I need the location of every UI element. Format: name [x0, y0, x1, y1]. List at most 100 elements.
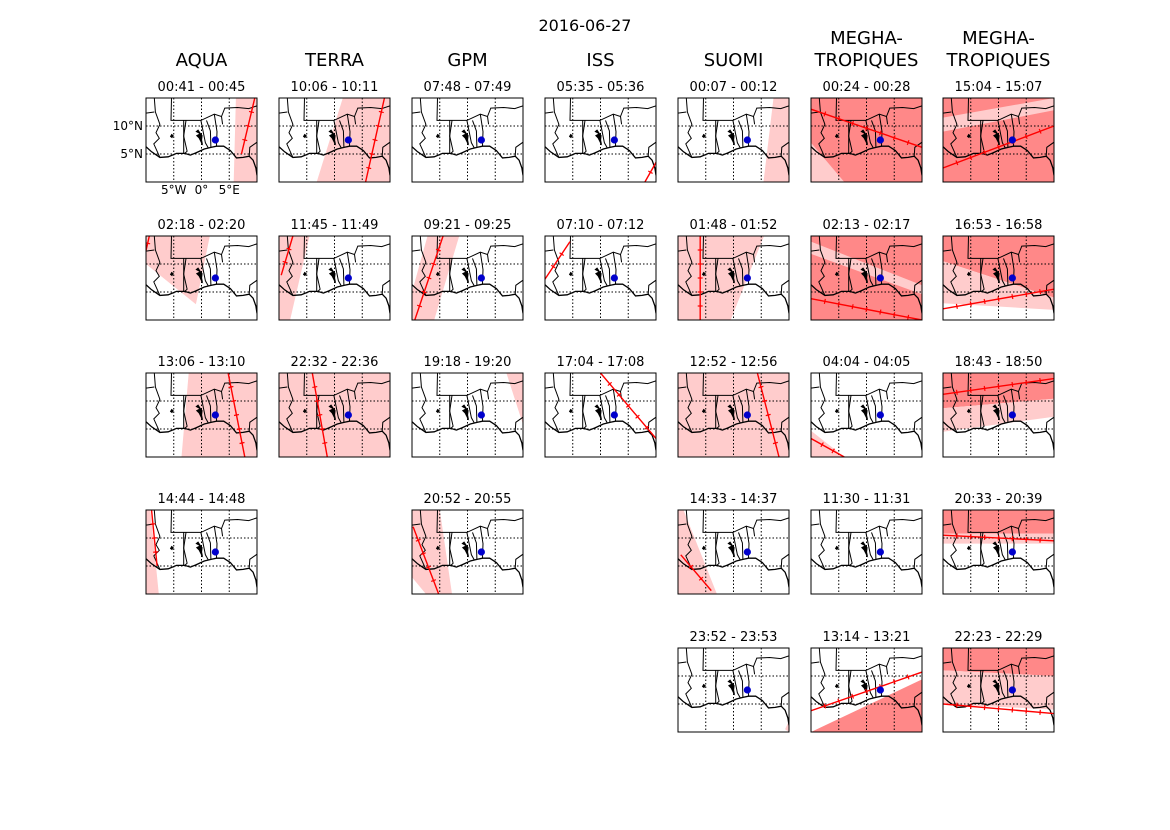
country-border [1018, 517, 1054, 529]
country-border [943, 661, 952, 664]
map-frame [145, 97, 258, 183]
lake-kossou [169, 133, 174, 139]
lake-volta [328, 404, 337, 421]
target-location-dot [876, 548, 884, 556]
lat-tick-label: 5°N [120, 147, 143, 161]
country-border [599, 395, 608, 424]
pass-time-label: 15:04 - 15:07 [955, 80, 1043, 95]
pass-time-label: 13:14 - 13:21 [823, 630, 911, 645]
country-border [339, 120, 345, 148]
track-tick [879, 309, 882, 315]
map-frame [411, 372, 524, 458]
lake-kossou [435, 271, 440, 277]
country-border [419, 510, 427, 570]
country-border [472, 395, 478, 423]
pass-time-label: 16:53 - 16:58 [955, 218, 1043, 233]
lake-kossou [834, 545, 839, 551]
country-border [685, 373, 693, 433]
lon-tick-label: 5°W [161, 183, 187, 197]
map-panel: 00:07 - 00:12 [677, 80, 790, 183]
country-border [678, 523, 687, 526]
map-frame [677, 509, 790, 595]
country-border [153, 373, 161, 433]
track-tick [616, 392, 622, 397]
map-frame [810, 647, 923, 733]
country-border [732, 395, 741, 424]
track-tick [236, 427, 242, 431]
lake-volta [461, 404, 470, 421]
lake-volta [594, 404, 603, 421]
country-border [678, 249, 687, 252]
country-border [333, 395, 342, 424]
map-panel: 07:48 - 07:49 [411, 80, 524, 183]
country-border [221, 105, 257, 117]
target-location-dot [344, 411, 352, 419]
country-border [599, 120, 608, 149]
country-border [980, 532, 985, 566]
lake-volta [992, 267, 1001, 284]
country-border [950, 236, 958, 296]
map-panel: 07:10 - 07:12 [544, 218, 657, 321]
country-border [780, 279, 789, 295]
target-location-dot [477, 136, 485, 144]
country-border [865, 395, 874, 424]
map-frame [942, 97, 1055, 183]
country-border [339, 258, 345, 286]
map-frame [677, 647, 790, 733]
country-border [943, 523, 952, 526]
column-header: AQUA [176, 50, 228, 71]
country-border [871, 670, 877, 698]
track-tick [378, 110, 384, 114]
country-border [200, 532, 209, 561]
country-border [449, 120, 454, 154]
country-border [818, 373, 826, 433]
country-border [1018, 243, 1054, 255]
lake-kossou [701, 408, 706, 414]
track-tick [559, 252, 565, 256]
lake-kossou [701, 683, 706, 689]
country-border [552, 373, 560, 433]
country-border [206, 258, 212, 286]
map-panel: 05:35 - 05:36 [544, 80, 657, 183]
track-tick [907, 314, 910, 320]
country-border [913, 553, 922, 569]
country-border [811, 661, 820, 664]
track-tick [823, 111, 827, 117]
target-location-dot [1008, 136, 1016, 144]
country-border [865, 670, 874, 699]
ground-track [811, 437, 845, 457]
country-border [753, 517, 789, 529]
country-border [286, 98, 294, 158]
pass-time-label: 22:32 - 22:36 [291, 355, 379, 370]
map-frame [810, 97, 923, 183]
country-border [449, 258, 454, 292]
country-border [1003, 670, 1009, 698]
country-border [780, 691, 789, 707]
country-border [685, 236, 693, 296]
track-tick [314, 399, 320, 403]
map-frame [942, 235, 1055, 321]
lake-kossou [169, 408, 174, 414]
track-tick [239, 441, 245, 445]
country-border [848, 670, 853, 704]
track-tick [1011, 381, 1014, 388]
country-border [412, 523, 421, 526]
track-tick [997, 296, 1000, 302]
track-tick [435, 248, 441, 252]
country-border [871, 532, 877, 560]
track-tick [431, 262, 437, 266]
country-border [715, 532, 720, 566]
country-border [865, 532, 874, 561]
track-tick [820, 442, 824, 448]
swath-coverage [785, 720, 789, 732]
track-tick [425, 565, 431, 569]
country-border [848, 532, 853, 566]
target-location-dot [477, 548, 485, 556]
country-border [732, 670, 741, 699]
country-border [449, 532, 454, 566]
lake-volta [860, 267, 869, 284]
track-tick [426, 276, 432, 280]
country-border [381, 416, 390, 432]
track-tick [831, 448, 835, 454]
country-border [545, 249, 554, 252]
